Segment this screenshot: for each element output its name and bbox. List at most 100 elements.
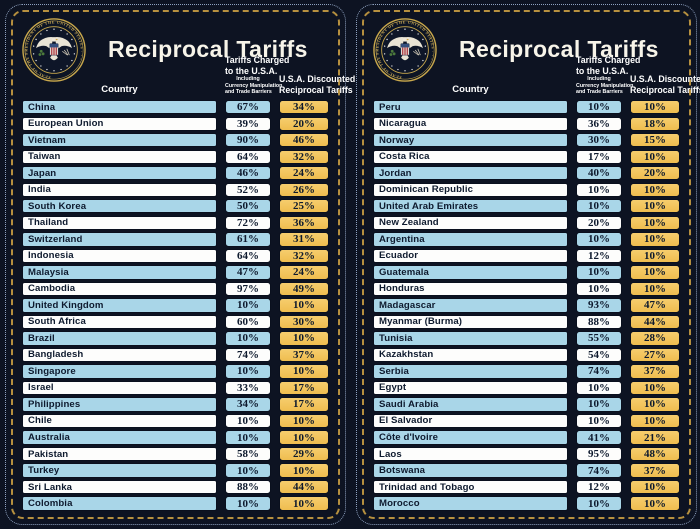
- table-row: Nicaragua 36% 18%: [373, 116, 680, 131]
- discounted-tariff-cell: 37%: [279, 347, 329, 363]
- presidential-seal-icon: [22, 18, 86, 82]
- table-row: South Africa 60% 30%: [22, 314, 329, 330]
- country-cell: Ecuador: [373, 248, 568, 264]
- country-cell: Malaysia: [22, 265, 217, 280]
- table-row: Brazil 10% 10%: [22, 331, 329, 346]
- tariff-charged-cell: 41%: [576, 430, 622, 445]
- country-cell: Vietnam: [22, 133, 217, 148]
- discounted-tariff-cell: 10%: [630, 199, 680, 214]
- table-row: Bangladesh 74% 37%: [22, 347, 329, 363]
- tariff-charged-cell: 10%: [576, 496, 622, 511]
- table-row: China 67% 34%: [22, 100, 329, 115]
- discounted-tariff-cell: 10%: [279, 413, 329, 429]
- discounted-tariff-cell: 10%: [630, 182, 680, 197]
- country-cell: Guatemala: [373, 265, 568, 280]
- tariff-charged-cell: 64%: [225, 149, 271, 164]
- table-row: Indonesia 64% 32%: [22, 248, 329, 264]
- tariff-charged-cell: 61%: [225, 232, 271, 247]
- tariff-charged-cell: 52%: [225, 182, 271, 197]
- tariff-charged-cell: 40%: [576, 166, 622, 181]
- table-row: Israel 33% 17%: [22, 380, 329, 396]
- tariff-charged-cell: 93%: [576, 298, 622, 313]
- country-cell: Dominican Republic: [373, 182, 568, 197]
- table-row: Honduras 10% 10%: [373, 281, 680, 297]
- discounted-tariff-cell: 49%: [279, 281, 329, 297]
- country-cell: Indonesia: [22, 248, 217, 264]
- table-row: Chile 10% 10%: [22, 413, 329, 429]
- country-cell: Laos: [373, 446, 568, 462]
- country-cell: United Arab Emirates: [373, 199, 568, 214]
- discounted-tariff-cell: 10%: [630, 215, 680, 230]
- discounted-tariff-cell: 32%: [279, 149, 329, 164]
- column-header-country: Country: [452, 84, 489, 95]
- table-row: Malaysia 47% 24%: [22, 265, 329, 280]
- country-cell: Israel: [22, 380, 217, 396]
- country-cell: Nicaragua: [373, 116, 568, 131]
- discounted-tariff-cell: 10%: [630, 100, 680, 115]
- table-row: Guatemala 10% 10%: [373, 265, 680, 280]
- discounted-tariff-cell: 17%: [279, 397, 329, 412]
- discounted-tariff-cell: 10%: [630, 149, 680, 164]
- table-row: Philippines 34% 17%: [22, 397, 329, 412]
- discounted-tariff-cell: 27%: [630, 347, 680, 363]
- tariff-charged-cell: 10%: [225, 463, 271, 478]
- discounted-tariff-cell: 25%: [279, 199, 329, 214]
- tariff-charged-cell: 95%: [576, 446, 622, 462]
- tariff-charged-cell: 10%: [225, 331, 271, 346]
- country-cell: Taiwan: [22, 149, 217, 164]
- discounted-tariff-cell: 26%: [279, 182, 329, 197]
- country-cell: South Africa: [22, 314, 217, 330]
- tariff-panel-right: Reciprocal Tariffs Country Tariffs Charg…: [356, 4, 700, 525]
- table-row: Switzerland 61% 31%: [22, 232, 329, 247]
- country-cell: Peru: [373, 100, 568, 115]
- discounted-tariff-cell: 10%: [279, 331, 329, 346]
- country-cell: Honduras: [373, 281, 568, 297]
- tariff-charged-cell: 10%: [225, 413, 271, 429]
- tariff-panel-left: Reciprocal Tariffs Country Tariffs Charg…: [5, 4, 355, 525]
- discounted-tariff-cell: 18%: [630, 116, 680, 131]
- country-cell: Switzerland: [22, 232, 217, 247]
- table-row: Serbia 74% 37%: [373, 364, 680, 379]
- table-row: Costa Rica 17% 10%: [373, 149, 680, 164]
- table-row: Argentina 10% 10%: [373, 232, 680, 247]
- country-cell: Tunisia: [373, 331, 568, 346]
- table-row: Madagascar 93% 47%: [373, 298, 680, 313]
- table-row: Côte d'Ivoire 41% 21%: [373, 430, 680, 445]
- column-header-country: Country: [101, 84, 138, 95]
- country-cell: Kazakhstan: [373, 347, 568, 363]
- column-header-tariffs-charged: Tariffs Charged to the U.S.A. Including …: [576, 55, 641, 95]
- tariff-charged-cell: 74%: [225, 347, 271, 363]
- table-row: El Salvador 10% 10%: [373, 413, 680, 429]
- table-row: South Korea 50% 25%: [22, 199, 329, 214]
- discounted-tariff-cell: 37%: [630, 364, 680, 379]
- discounted-tariff-cell: 15%: [630, 133, 680, 148]
- discounted-tariff-cell: 10%: [630, 281, 680, 297]
- table-row: Sri Lanka 88% 44%: [22, 479, 329, 495]
- discounted-tariff-cell: 21%: [630, 430, 680, 445]
- table-row: Vietnam 90% 46%: [22, 133, 329, 148]
- country-cell: El Salvador: [373, 413, 568, 429]
- country-cell: Norway: [373, 133, 568, 148]
- discounted-tariff-cell: 10%: [630, 413, 680, 429]
- tariff-charged-cell: 97%: [225, 281, 271, 297]
- country-cell: Chile: [22, 413, 217, 429]
- discounted-tariff-cell: 10%: [279, 463, 329, 478]
- discounted-tariff-cell: 44%: [630, 314, 680, 330]
- tariff-charged-cell: 74%: [576, 463, 622, 478]
- discounted-tariff-cell: 32%: [279, 248, 329, 264]
- table-row: Morocco 10% 10%: [373, 496, 680, 511]
- tariff-charged-cell: 55%: [576, 331, 622, 346]
- tariff-charged-cell: 12%: [576, 479, 622, 495]
- tariff-charged-cell: 58%: [225, 446, 271, 462]
- table-row: United Arab Emirates 10% 10%: [373, 199, 680, 214]
- table-row: Peru 10% 10%: [373, 100, 680, 115]
- country-cell: Morocco: [373, 496, 568, 511]
- country-cell: United Kingdom: [22, 298, 217, 313]
- country-cell: Japan: [22, 166, 217, 181]
- discounted-tariff-cell: 20%: [279, 116, 329, 131]
- tariff-table-right: Peru 10% 10% Nicaragua 36% 18% Norway 30% 15% Cos…: [373, 100, 680, 511]
- discounted-tariff-cell: 10%: [279, 298, 329, 313]
- tariff-charged-cell: 10%: [576, 199, 622, 214]
- tariff-charged-cell: 39%: [225, 116, 271, 131]
